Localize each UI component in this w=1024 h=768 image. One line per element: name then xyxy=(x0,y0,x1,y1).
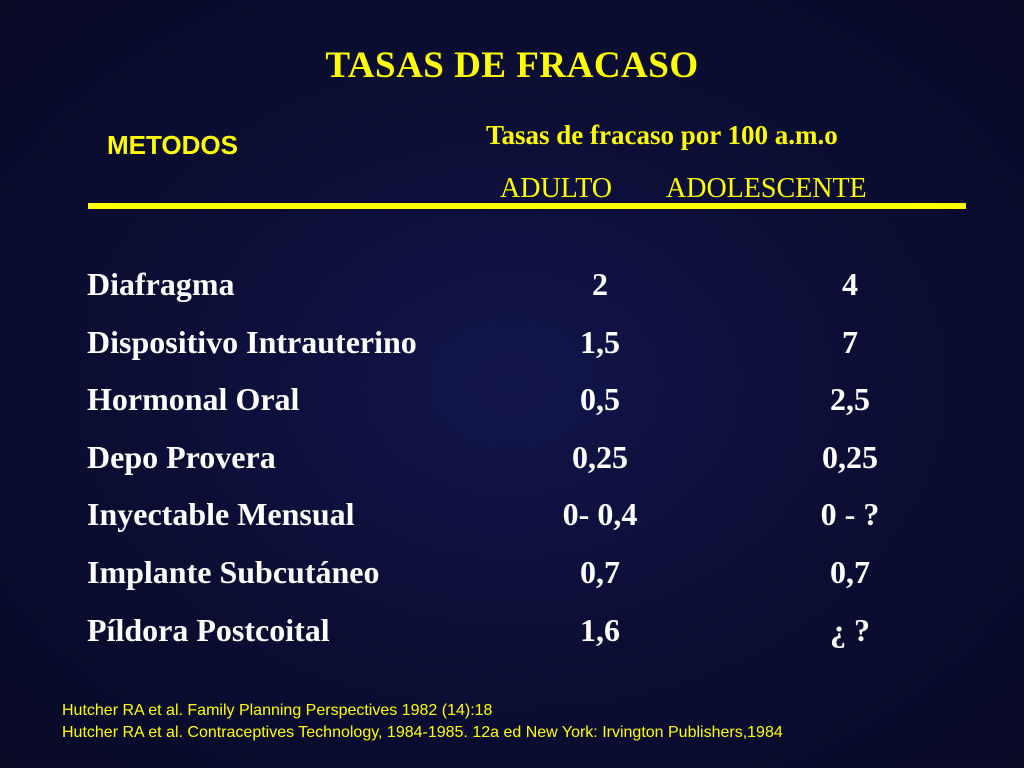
adolescente-rate: 0,7 xyxy=(830,553,870,590)
adulto-rate: 0- 0,4 xyxy=(562,496,638,533)
adulto-rate: 2 xyxy=(592,266,608,302)
table-row: Hormonal Oral 0,5 2,5 xyxy=(0,373,1024,431)
method-name: Hormonal Oral xyxy=(87,381,300,418)
slide-title: TASAS DE FRACASO xyxy=(325,45,699,86)
column-heading-adulto: ADULTO xyxy=(500,173,613,204)
table-row: Implante Subcutáneo 0,7 0,7 xyxy=(0,546,1024,604)
adolescente-rate: 2,5 xyxy=(830,381,870,418)
table-row: Inyectable Mensual 0- 0,4 0 - ? xyxy=(0,488,1024,546)
table-row: Diafragma 2 4 xyxy=(0,258,1024,316)
references: Hutcher RA et al. Family Planning Perspe… xyxy=(62,700,783,744)
method-name: Píldora Postcoital xyxy=(87,611,330,648)
adolescente-rate: 0 - ? xyxy=(820,496,880,533)
table-row: Dispositivo Intrauterino 1,5 7 xyxy=(0,316,1024,374)
rates-table: Diafragma 2 4 Dispositivo Intrauterino 1… xyxy=(0,258,1024,661)
method-name: Depo Provera xyxy=(87,438,276,475)
rate-heading: Tasas de fracaso por 100 a.m.o xyxy=(486,120,838,150)
metodos-heading: METODOS xyxy=(107,130,238,160)
adulto-rate: 1,6 xyxy=(580,611,620,648)
reference-line: Hutcher RA et al. Family Planning Perspe… xyxy=(62,702,493,719)
adolescente-rate: 7 xyxy=(842,323,858,360)
table-row: Depo Provera 0,25 0,25 xyxy=(0,431,1024,489)
method-name: Implante Subcutáneo xyxy=(87,553,380,590)
adolescente-rate: 4 xyxy=(842,266,858,302)
table-row: Píldora Postcoital 1,6 ¿ ? xyxy=(0,604,1024,662)
adulto-rate: 0,7 xyxy=(580,553,620,590)
adulto-rate: 1,5 xyxy=(580,323,620,360)
adulto-rate: 0,25 xyxy=(572,438,628,475)
reference-line: Hutcher RA et al. Contraceptives Technol… xyxy=(62,724,783,741)
adulto-rate: 0,5 xyxy=(580,381,620,418)
method-name: Inyectable Mensual xyxy=(87,496,355,533)
column-heading-adolescente: ADOLESCENTE xyxy=(666,173,867,204)
header-divider xyxy=(88,203,966,209)
method-name: Dispositivo Intrauterino xyxy=(87,323,417,360)
adolescente-rate: 0,25 xyxy=(822,438,878,475)
adolescente-rate: ¿ ? xyxy=(830,611,870,648)
method-name: Diafragma xyxy=(87,266,235,302)
